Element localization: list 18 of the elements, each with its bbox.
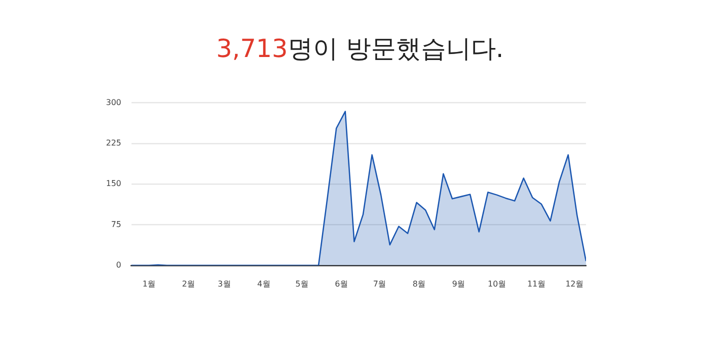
x-tick-label: 4월 — [257, 279, 270, 288]
x-tick-label: 10월 — [488, 279, 506, 288]
y-tick-label: 225 — [106, 138, 122, 148]
x-tick-label: 3월 — [218, 279, 231, 288]
y-tick-label: 300 — [106, 98, 122, 107]
x-tick-label: 1월 — [142, 279, 156, 288]
x-tick-label: 7월 — [373, 279, 386, 288]
x-tick-label: 9월 — [452, 279, 466, 288]
x-tick-label: 5월 — [295, 279, 308, 288]
y-tick-label: 0 — [116, 260, 122, 270]
x-tick-label: 12월 — [565, 279, 584, 288]
y-tick-label: 150 — [106, 179, 122, 188]
chart-title: 3,713명이 방문했습니다. — [216, 32, 504, 64]
x-tick-label: 2월 — [182, 279, 196, 288]
x-tick-label: 6월 — [334, 279, 348, 288]
x-tick-label: 8월 — [412, 279, 426, 288]
x-tick-label: 11월 — [527, 279, 546, 288]
y-tick-label: 75 — [111, 220, 122, 229]
